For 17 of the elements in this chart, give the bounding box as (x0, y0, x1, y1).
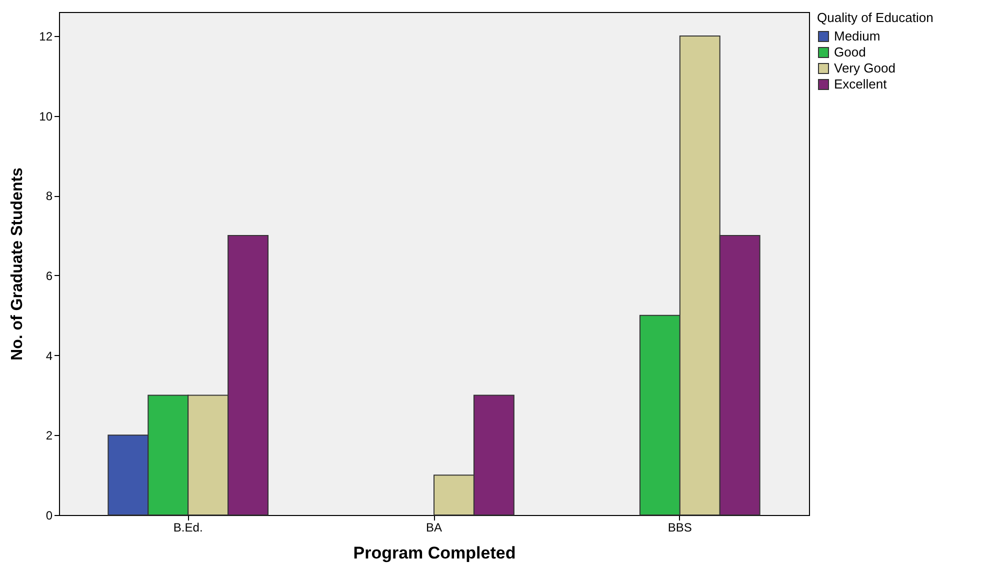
y-tick-label: 12 (39, 29, 53, 44)
y-tick-label: 4 (46, 348, 53, 363)
x-tick-label: BA (426, 520, 442, 534)
y-tick-label: 0 (46, 508, 53, 522)
legend-label: Very Good (834, 60, 896, 76)
y-tick-label: 10 (39, 109, 53, 124)
y-tick-label: 6 (46, 268, 53, 283)
legend-label: Good (834, 44, 866, 60)
y-tick-label: 8 (46, 189, 53, 204)
legend-label: Excellent (834, 76, 888, 92)
y-tick-label: 2 (46, 428, 53, 443)
x-tick-label: BBS (668, 520, 692, 534)
y-axis-title: No. of Graduate Students (9, 167, 26, 360)
x-tick-label: B.Ed. (173, 520, 203, 534)
x-axis-title: Program Completed (353, 544, 516, 562)
legend-title: Quality of Education (817, 10, 934, 25)
legend-label: Medium (834, 28, 880, 44)
